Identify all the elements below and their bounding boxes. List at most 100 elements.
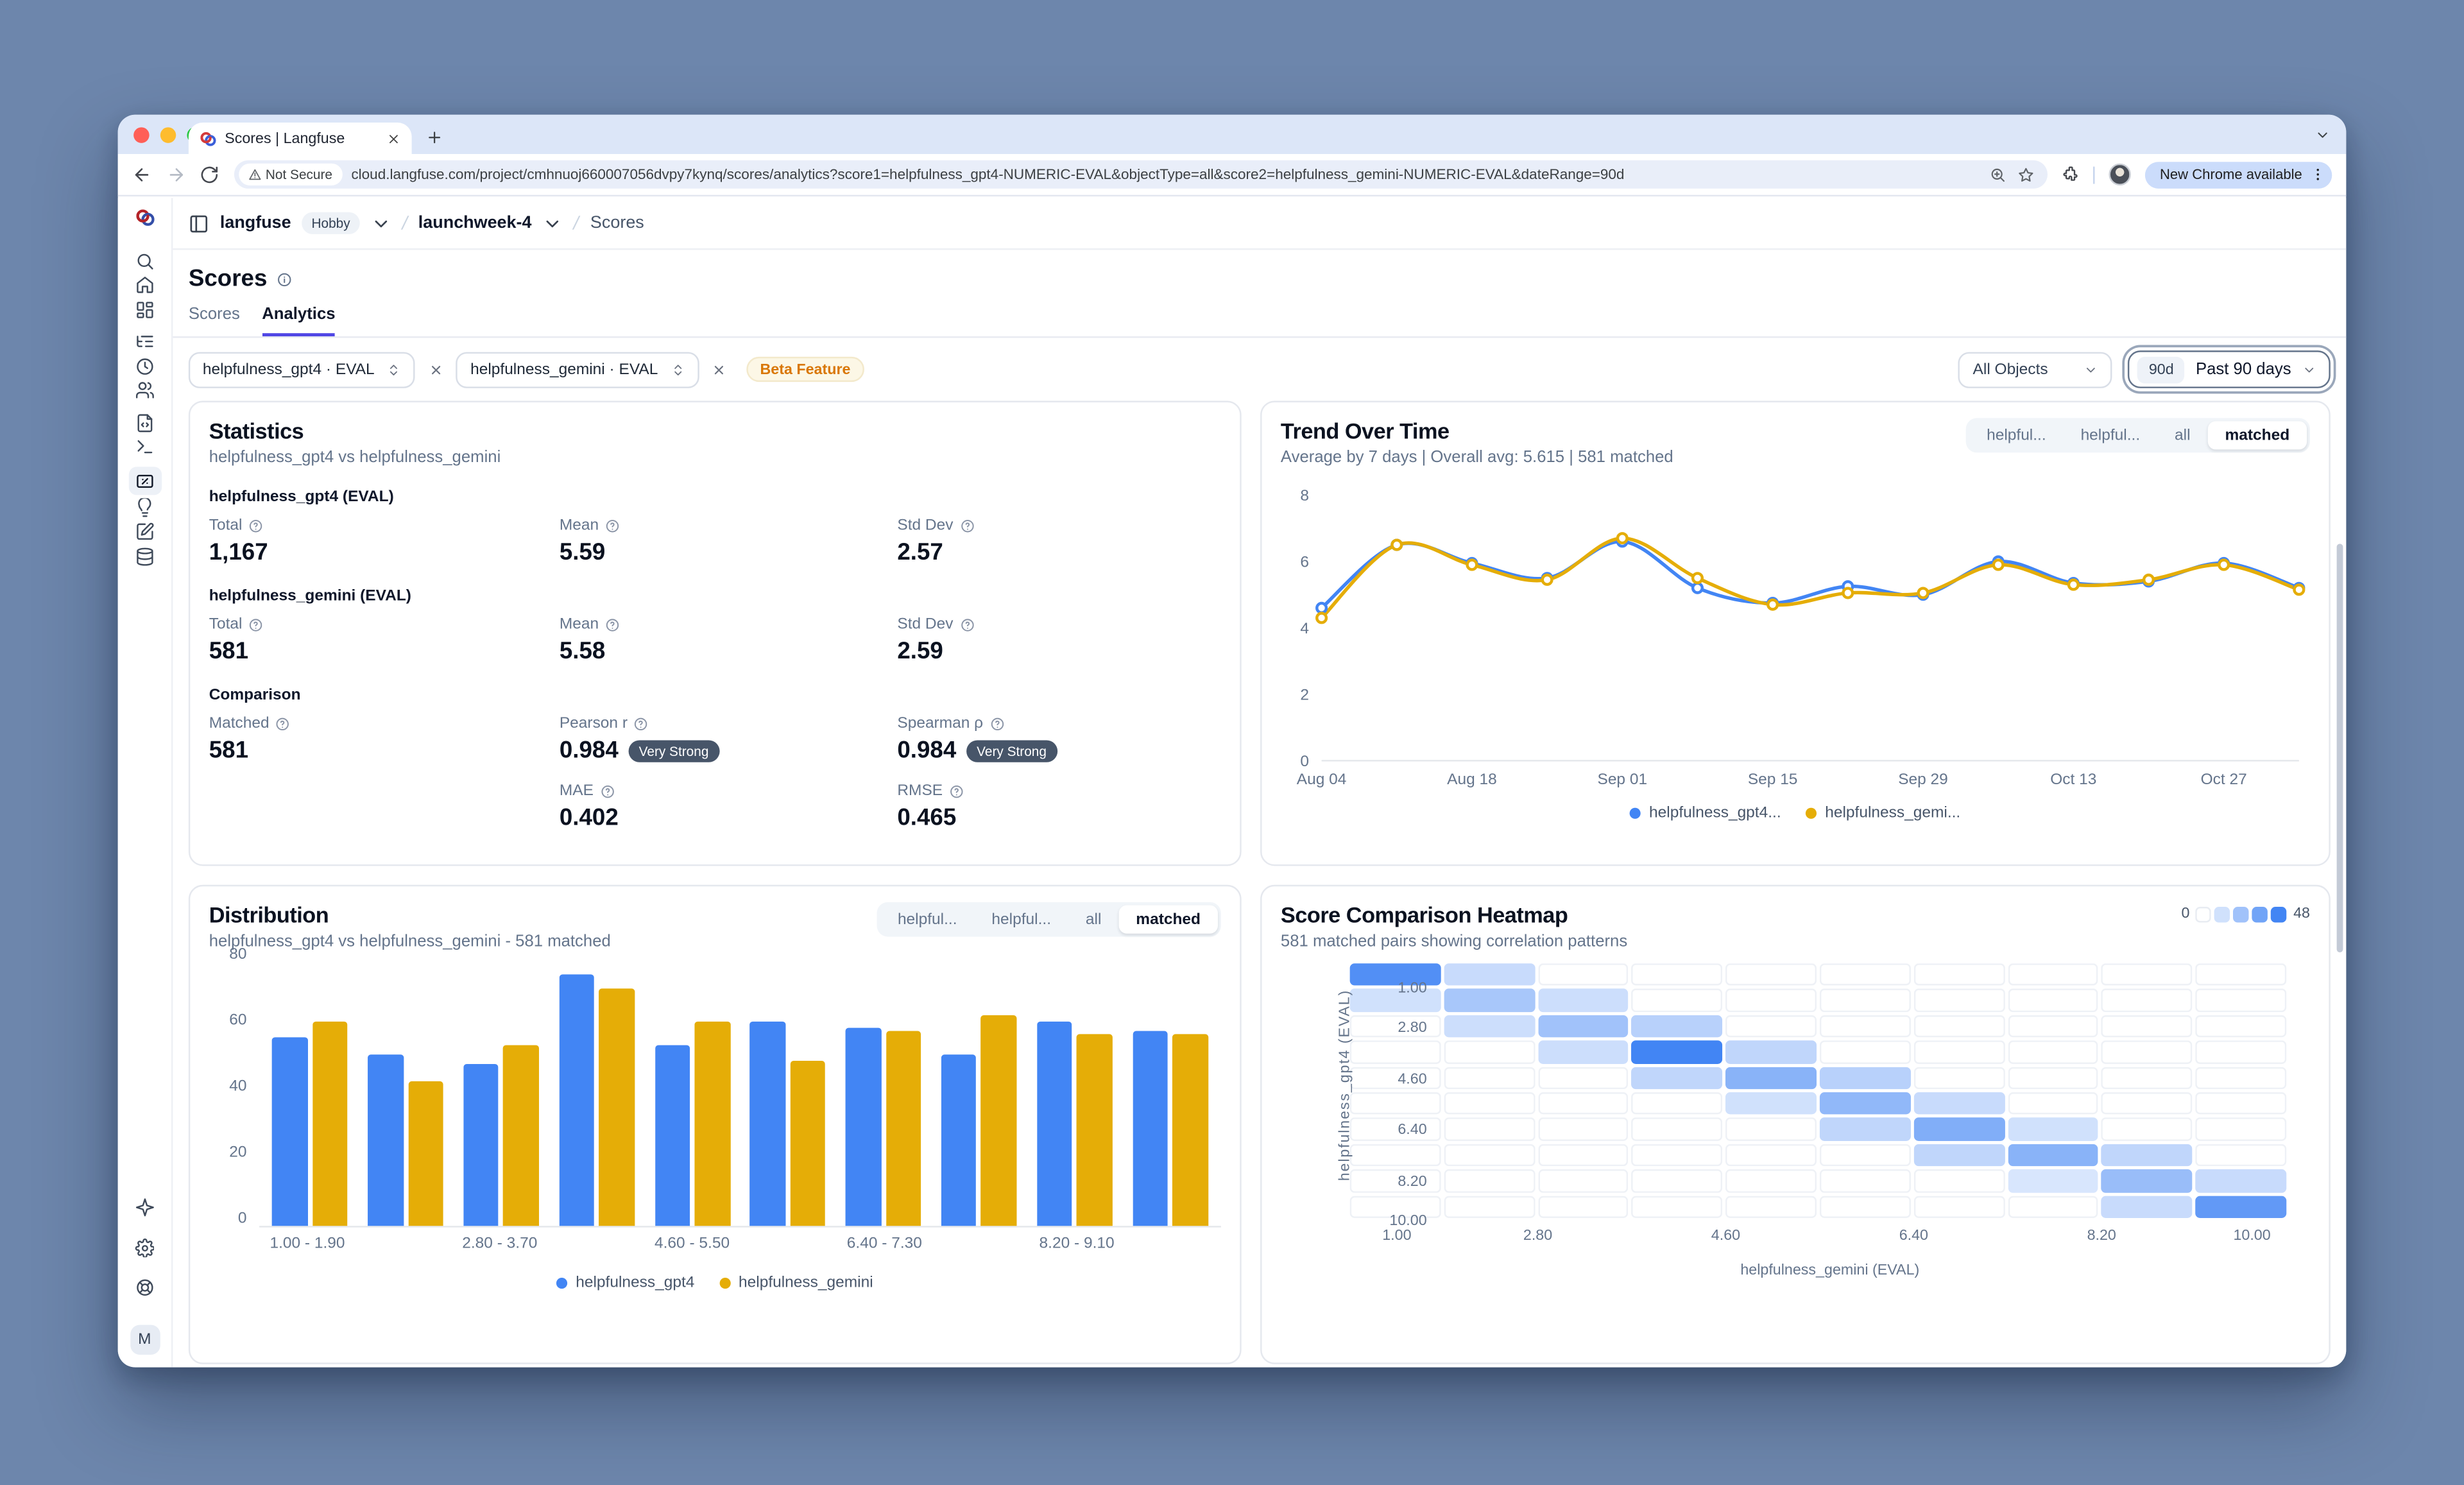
project-name[interactable]: launchweek-4 <box>418 214 532 233</box>
heatmap-cell[interactable] <box>2101 963 2193 986</box>
heatmap-cell[interactable] <box>1537 1015 1629 1038</box>
heatmap-cell[interactable] <box>1444 1040 1535 1063</box>
bar-helpfulness_gemini[interactable] <box>407 1080 444 1226</box>
chrome-update-pill[interactable]: New Chrome available <box>2145 161 2332 188</box>
segment-option-2[interactable]: all <box>2175 426 2191 444</box>
score2-remove-button[interactable] <box>708 358 730 380</box>
bar-helpfulness_gemini[interactable] <box>312 1021 348 1226</box>
heatmap-cell[interactable] <box>1913 1066 2005 1090</box>
segment-option-0[interactable]: helpful... <box>1987 426 2046 444</box>
heatmap-cell[interactable] <box>1819 1144 1911 1167</box>
heatmap-cell[interactable] <box>2007 1015 2099 1038</box>
help-icon[interactable] <box>605 617 620 632</box>
segment-option-2[interactable]: all <box>1085 911 1102 929</box>
heatmap-cell[interactable] <box>2101 1066 2193 1090</box>
heatmap-cell[interactable] <box>2101 1040 2193 1063</box>
minimize-window-button[interactable] <box>160 126 176 142</box>
bar-helpfulness_gpt4[interactable] <box>559 975 595 1226</box>
sidebar-item-whats-new[interactable] <box>128 1195 161 1219</box>
user-avatar[interactable]: M <box>130 1325 160 1355</box>
heatmap-cell[interactable] <box>1913 1015 2005 1038</box>
bar-helpfulness_gemini[interactable] <box>599 988 635 1226</box>
heatmap-cell[interactable] <box>2195 1169 2287 1192</box>
help-icon[interactable] <box>949 784 964 798</box>
heatmap-cell[interactable] <box>1631 1040 1723 1063</box>
bookmark-star-icon[interactable] <box>2019 166 2035 183</box>
help-icon[interactable] <box>248 617 263 632</box>
heatmap-cell[interactable] <box>2101 1118 2193 1141</box>
heatmap-cell[interactable] <box>1349 1118 1441 1141</box>
heatmap-cell[interactable] <box>1537 1092 1629 1115</box>
bar-helpfulness_gemini[interactable] <box>1077 1034 1113 1226</box>
score1-remove-button[interactable] <box>425 358 447 380</box>
heatmap-cell[interactable] <box>1349 963 1441 986</box>
tab-search-icon[interactable] <box>2314 127 2330 142</box>
heatmap-cell[interactable] <box>1631 1066 1723 1090</box>
heatmap-cell[interactable] <box>1819 1040 1911 1063</box>
heatmap-cell[interactable] <box>1725 963 1817 986</box>
heatmap-cell[interactable] <box>1725 1169 1817 1192</box>
heatmap-cell[interactable] <box>2007 1066 2099 1090</box>
heatmap-cell[interactable] <box>1537 1169 1629 1192</box>
heatmap-cell[interactable] <box>1444 1118 1535 1141</box>
heatmap-cell[interactable] <box>1631 1118 1723 1141</box>
heatmap-cell[interactable] <box>1349 1169 1441 1192</box>
scrollbar-thumb[interactable] <box>2336 544 2343 953</box>
heatmap-cell[interactable] <box>2195 1118 2287 1141</box>
bar-helpfulness_gemini[interactable] <box>981 1015 1017 1226</box>
close-window-button[interactable] <box>133 126 150 142</box>
heatmap-cell[interactable] <box>1537 989 1629 1012</box>
sidebar-item-users[interactable] <box>128 378 161 402</box>
heatmap-cell[interactable] <box>2007 1195 2099 1218</box>
heatmap-cell[interactable] <box>1913 989 2005 1012</box>
bar-helpfulness_gpt4[interactable] <box>654 1044 690 1226</box>
heatmap-cell[interactable] <box>1537 1144 1629 1167</box>
heatmap-cell[interactable] <box>2101 1092 2193 1115</box>
help-icon[interactable] <box>275 716 290 731</box>
heatmap-cell[interactable] <box>1444 989 1535 1012</box>
heatmap-cell[interactable] <box>1444 963 1535 986</box>
heatmap-cell[interactable] <box>1913 1144 2005 1167</box>
heatmap-cell[interactable] <box>1444 1015 1535 1038</box>
heatmap-cell[interactable] <box>1349 1144 1441 1167</box>
sidebar-item-playground[interactable] <box>128 434 161 459</box>
bar-helpfulness_gemini[interactable] <box>503 1044 539 1226</box>
bar-helpfulness_gemini[interactable] <box>790 1061 826 1226</box>
sidebar-item-scores[interactable] <box>128 467 162 495</box>
bar-helpfulness_gpt4[interactable] <box>463 1064 499 1226</box>
heatmap-cell[interactable] <box>1725 1118 1817 1141</box>
heatmap-cell[interactable] <box>1725 1144 1817 1167</box>
heatmap-cell[interactable] <box>1444 1092 1535 1115</box>
heatmap-cell[interactable] <box>2195 1066 2287 1090</box>
browser-tab[interactable]: Scores | Langfuse <box>188 123 412 154</box>
heatmap-cell[interactable] <box>1349 989 1441 1012</box>
heatmap-cell[interactable] <box>1913 1040 2005 1063</box>
date-range-select[interactable]: 90d Past 90 days <box>2128 350 2331 388</box>
heatmap-cell[interactable] <box>1725 989 1817 1012</box>
segment-option-1[interactable]: helpful... <box>2080 426 2141 444</box>
segment-option-3[interactable]: matched <box>2207 421 2307 450</box>
bar-helpfulness_gpt4[interactable] <box>750 1021 786 1226</box>
sidebar-item-annotation[interactable] <box>128 519 161 544</box>
object-type-select[interactable]: All Objects <box>1958 351 2113 388</box>
heatmap-cell[interactable] <box>1913 963 2005 986</box>
heatmap-cell[interactable] <box>1444 1169 1535 1192</box>
bar-helpfulness_gpt4[interactable] <box>1036 1021 1072 1226</box>
heatmap-cell[interactable] <box>1913 1169 2005 1192</box>
segment-option-1[interactable]: helpful... <box>991 911 1052 929</box>
score2-select[interactable]: helpfulness_gemini · EVAL <box>456 351 699 388</box>
sidebar-item-sessions[interactable] <box>128 354 161 378</box>
heatmap-cell[interactable] <box>1725 1015 1817 1038</box>
heatmap-cell[interactable] <box>2007 1118 2099 1141</box>
heatmap-cell[interactable] <box>1537 1118 1629 1141</box>
sidebar-item-settings[interactable] <box>128 1235 161 1260</box>
heatmap-cell[interactable] <box>1819 989 1911 1012</box>
heatmap-cell[interactable] <box>1349 1040 1441 1063</box>
heatmap-cell[interactable] <box>2007 1144 2099 1167</box>
heatmap-cell[interactable] <box>2195 963 2287 986</box>
bar-helpfulness_gpt4[interactable] <box>845 1027 882 1226</box>
bar-helpfulness_gemini[interactable] <box>694 1021 730 1226</box>
help-icon[interactable] <box>959 617 974 632</box>
heatmap-cell[interactable] <box>1819 1169 1911 1192</box>
extensions-icon[interactable] <box>2062 166 2080 184</box>
